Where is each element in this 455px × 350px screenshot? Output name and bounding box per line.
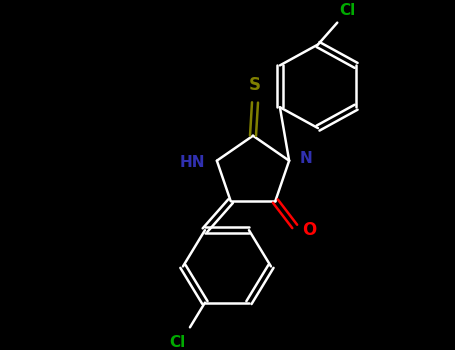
Text: Cl: Cl — [170, 335, 186, 350]
Text: O: O — [302, 221, 316, 239]
Text: N: N — [299, 151, 312, 166]
Text: S: S — [249, 76, 261, 94]
Text: Cl: Cl — [339, 3, 355, 18]
Text: HN: HN — [179, 155, 205, 170]
